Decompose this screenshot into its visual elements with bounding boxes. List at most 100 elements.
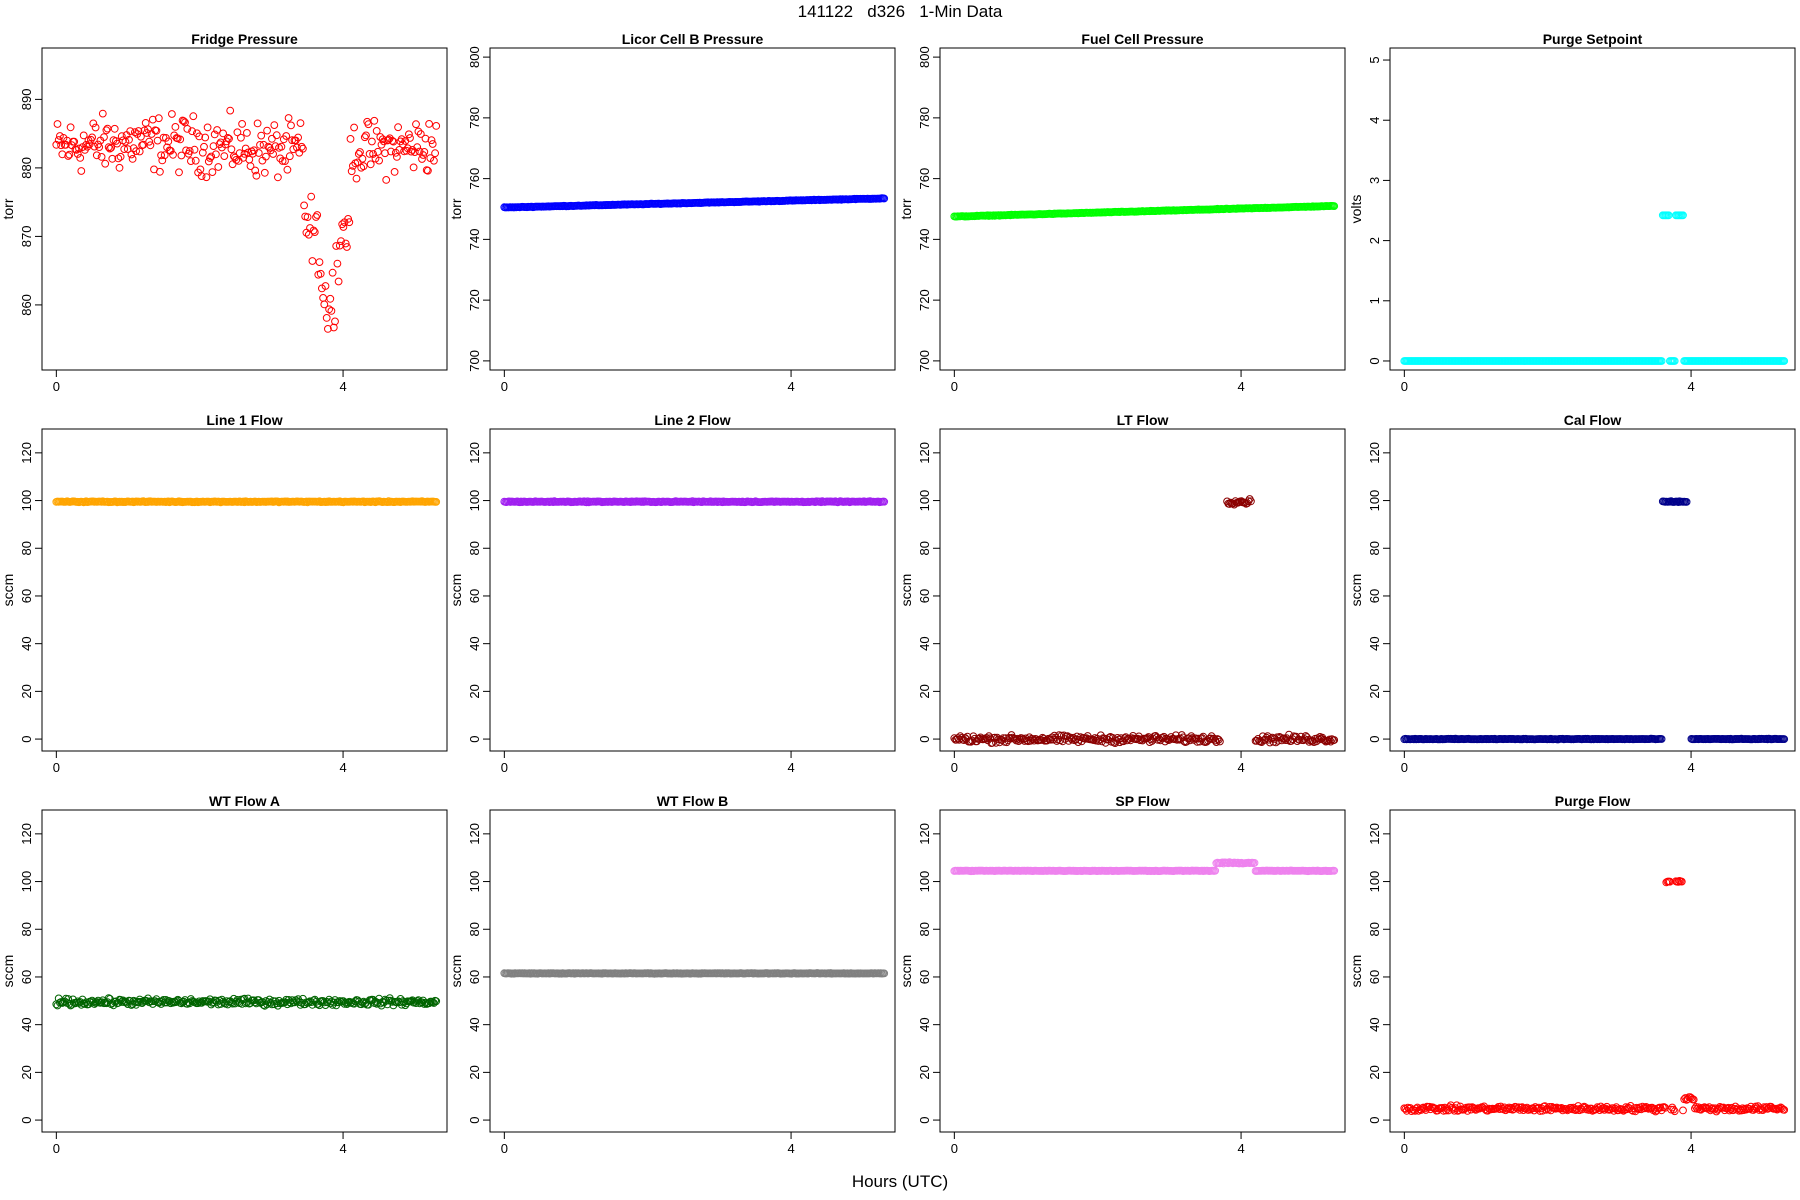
y-tick-label: 40	[917, 636, 932, 650]
y-tick-label: 20	[917, 684, 932, 698]
data-point	[1213, 735, 1222, 743]
data-point	[320, 300, 329, 309]
data-point	[296, 119, 305, 127]
data-point	[102, 126, 111, 135]
y-tick-label: 880	[19, 157, 34, 179]
data-point	[160, 151, 169, 160]
data-point	[137, 997, 145, 1006]
panel-line-1-flow: Line 1 Flow 0 20 40 60 80 100 120 0 4 sccm	[0, 412, 448, 775]
data-point	[190, 145, 199, 154]
data-point	[91, 999, 100, 1007]
data-point	[372, 126, 381, 135]
panel-title: WT Flow B	[657, 793, 729, 809]
y-axis-label: sccm	[1348, 574, 1364, 607]
data-point	[345, 218, 354, 227]
data-point	[321, 282, 330, 290]
data-point	[123, 145, 132, 154]
data-point	[56, 132, 64, 140]
y-tick-label: 4	[1367, 117, 1382, 124]
x-axis-title: Hours (UTC)	[851, 1172, 949, 1191]
x-tick-label: 4	[1687, 1141, 1694, 1156]
x-tick-label: 0	[1401, 760, 1408, 775]
y-axis-label: torr	[898, 198, 914, 219]
y-tick-label: 80	[467, 541, 482, 555]
plot-frame	[489, 428, 896, 752]
data-point	[252, 171, 261, 180]
data-point	[282, 132, 291, 140]
y-tick-label: 40	[467, 1017, 482, 1031]
x-tick-label: 4	[1237, 760, 1244, 775]
data-point	[219, 129, 228, 138]
x-tick-label: 4	[787, 1141, 794, 1156]
data-point	[416, 130, 425, 138]
data-point	[127, 150, 136, 159]
data-point	[179, 117, 188, 125]
data-point	[1126, 736, 1135, 745]
data-point	[347, 167, 356, 176]
data-points	[950, 495, 1339, 747]
panel-wt-flow-b: WT Flow B 0 20 40 60 80 100 120 0 4 sccm	[448, 793, 896, 1156]
data-point	[387, 147, 395, 156]
data-point	[89, 119, 98, 128]
data-point	[152, 126, 161, 135]
y-tick-label: 60	[19, 970, 34, 984]
y-tick-label: 3	[1367, 177, 1382, 184]
data-point	[62, 140, 70, 149]
panel-fuel-cell-pressure: Fuel Cell Pressure 700 720 740 760 780 800 0 4 to…	[898, 31, 1346, 394]
data-point	[297, 142, 306, 151]
y-tick-label: 40	[467, 636, 482, 650]
data-point	[300, 201, 309, 210]
data-point	[204, 157, 213, 166]
y-tick-label: 100	[1367, 871, 1382, 893]
data-point	[283, 165, 292, 174]
y-tick-label: 780	[917, 107, 932, 129]
data-point	[339, 223, 348, 231]
data-point	[203, 123, 212, 132]
x-tick-label: 0	[951, 1141, 958, 1156]
y-axis-label: volts	[1348, 195, 1364, 224]
data-point	[390, 168, 399, 176]
data-point	[1277, 736, 1286, 745]
data-point	[100, 133, 108, 142]
x-tick-label: 4	[339, 760, 346, 775]
data-point	[253, 119, 262, 128]
data-point	[169, 150, 177, 159]
data-point	[362, 131, 370, 140]
data-point	[394, 123, 403, 132]
y-tick-label: 80	[19, 922, 34, 936]
data-point	[1780, 735, 1789, 743]
data-point	[64, 152, 73, 160]
data-point	[420, 148, 429, 156]
plot-frame	[1389, 47, 1796, 371]
y-tick-label: 60	[467, 970, 482, 984]
data-point	[880, 194, 889, 203]
plot-frame	[41, 47, 448, 371]
data-point	[334, 277, 343, 286]
data-point	[874, 497, 883, 506]
data-point	[262, 152, 270, 161]
data-point	[293, 143, 301, 152]
data-point	[251, 166, 260, 175]
data-point	[325, 305, 334, 314]
data-point	[206, 154, 214, 162]
y-tick-label: 0	[917, 735, 932, 742]
data-point	[277, 142, 286, 151]
data-point	[364, 120, 373, 129]
y-tick-label: 100	[19, 871, 34, 893]
data-point	[107, 143, 115, 152]
data-point	[158, 156, 167, 165]
y-tick-label: 80	[467, 922, 482, 936]
data-point	[326, 294, 335, 303]
y-axis-label: torr	[0, 198, 16, 219]
data-point	[233, 128, 242, 137]
data-point	[360, 133, 369, 142]
data-point	[222, 137, 231, 146]
data-point	[188, 127, 197, 136]
y-axis-label: sccm	[898, 574, 914, 607]
data-point	[1308, 737, 1317, 745]
data-points	[950, 858, 1339, 876]
data-points	[1400, 877, 1789, 1116]
x-tick-label: 4	[1237, 1141, 1244, 1156]
data-point	[237, 133, 245, 142]
